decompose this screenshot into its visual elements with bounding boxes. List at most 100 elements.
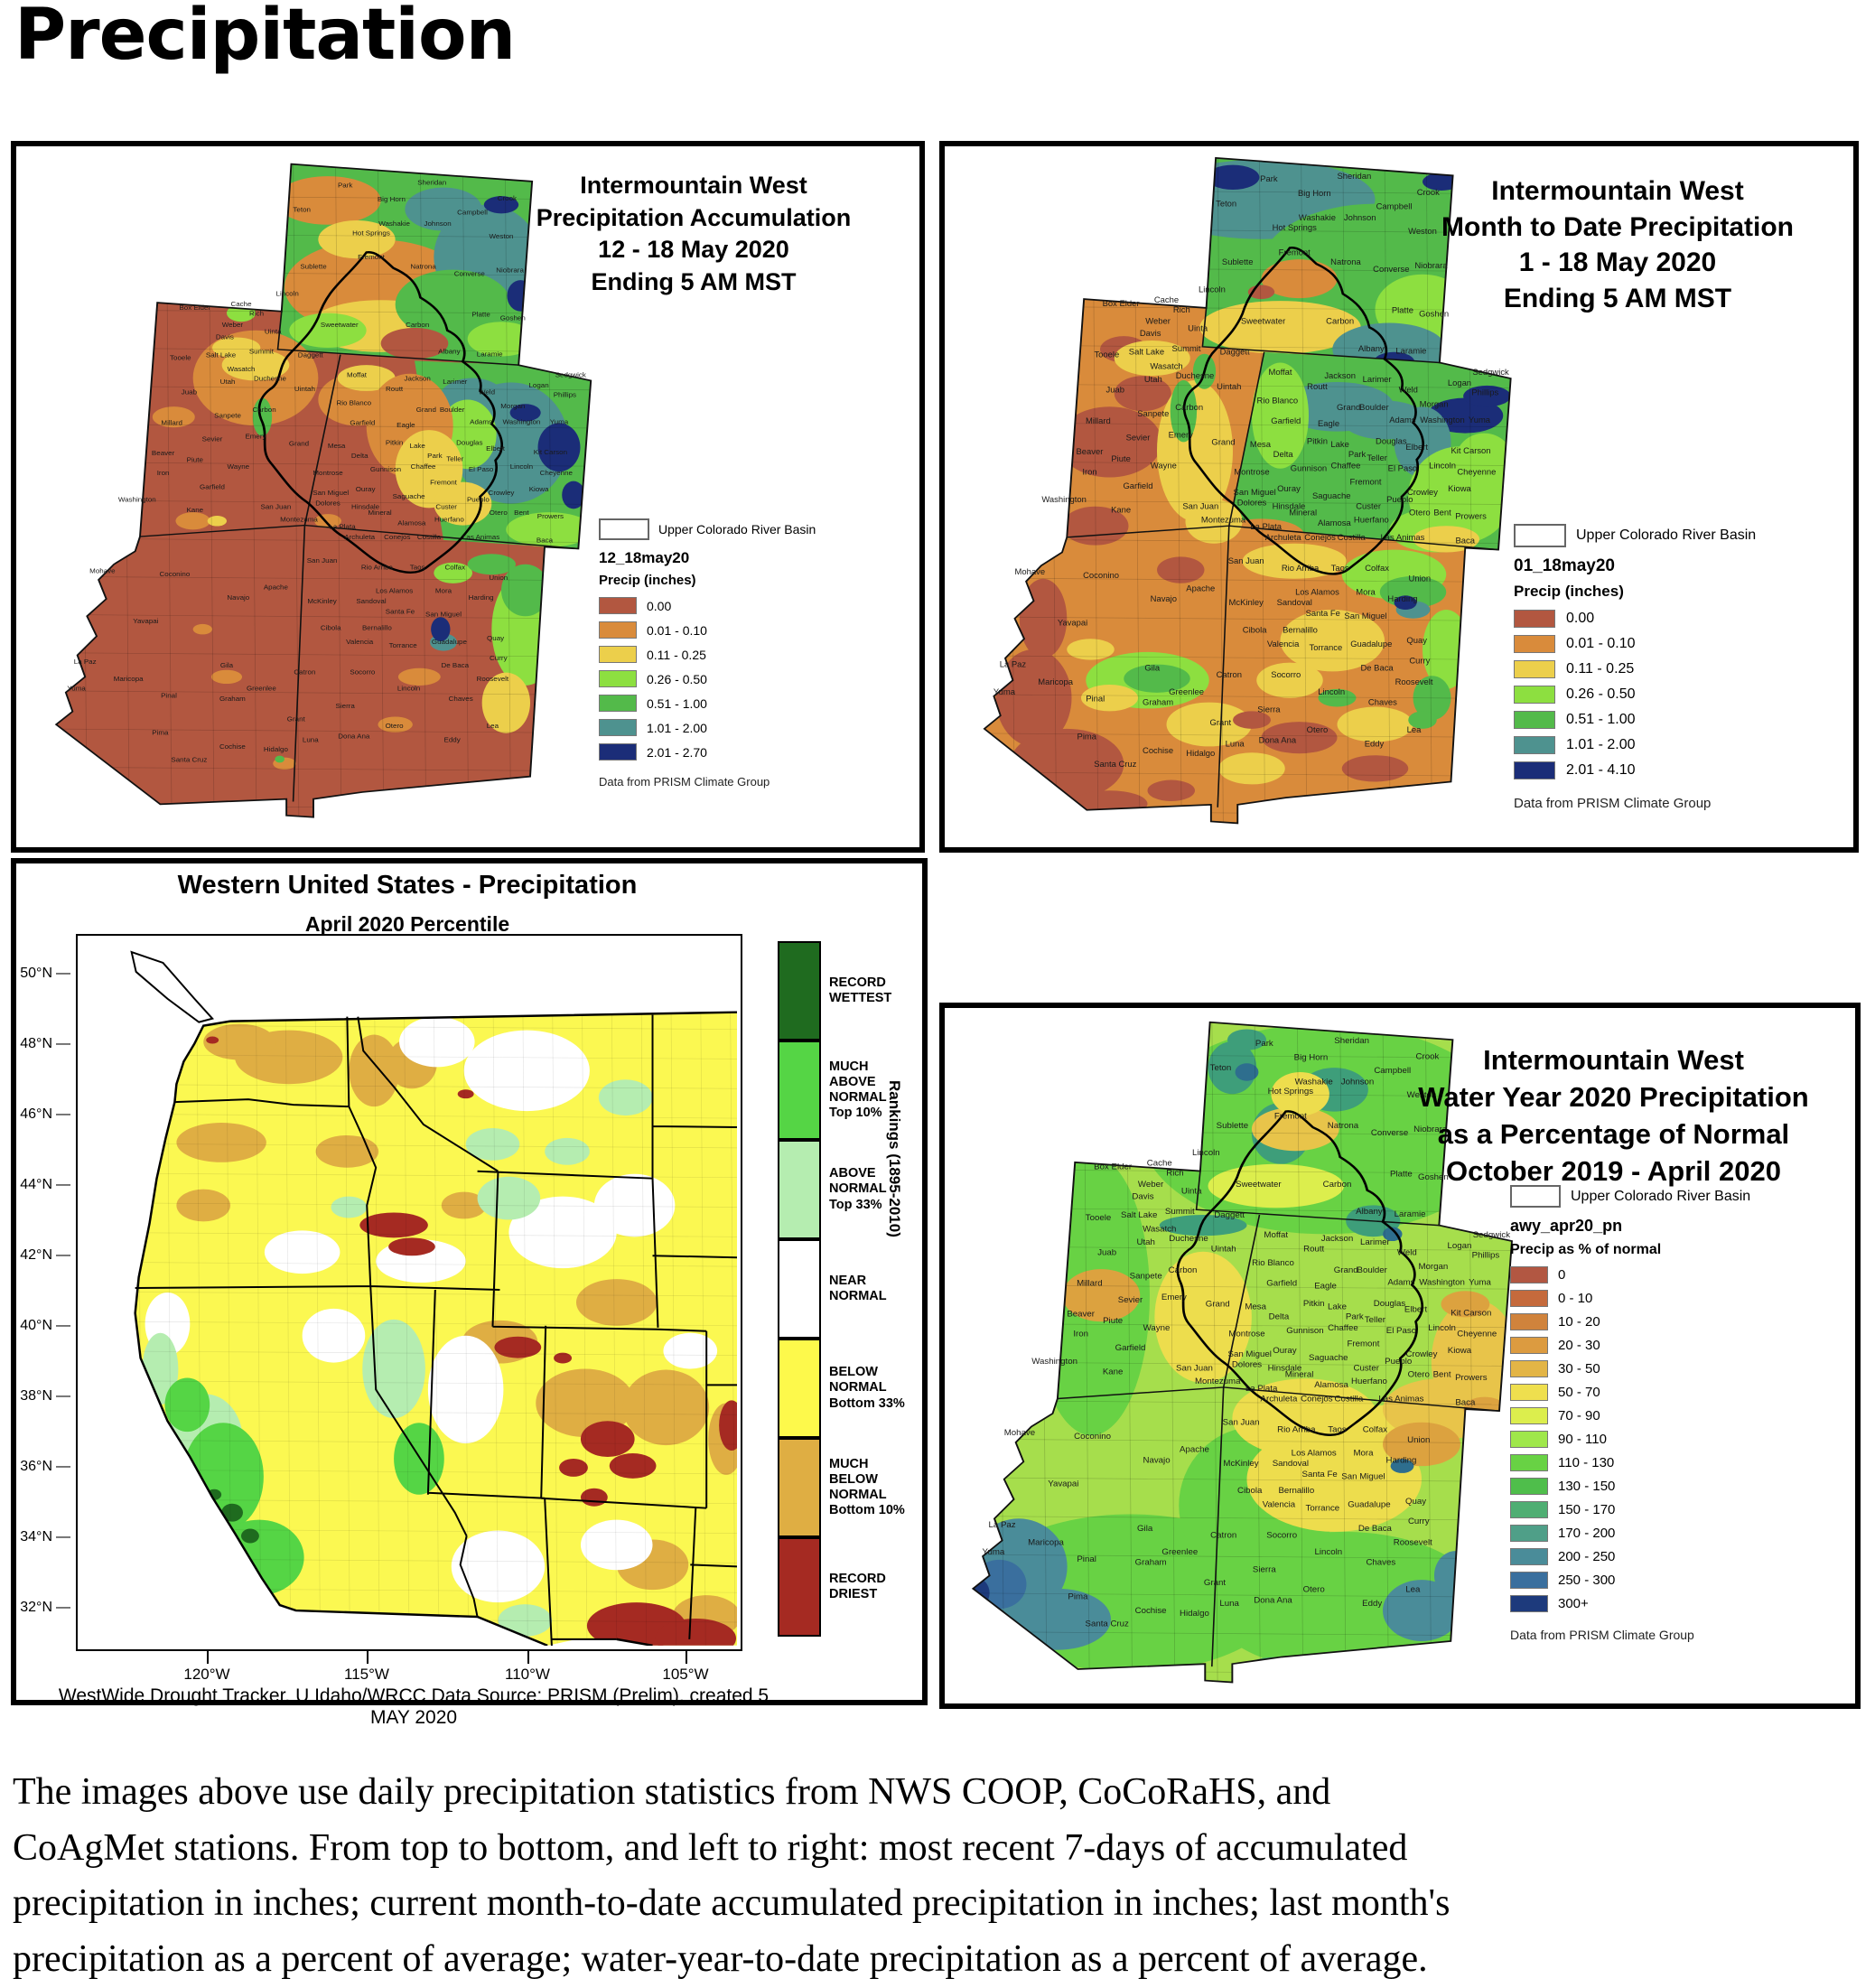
- legend-row: 0.00: [599, 593, 910, 618]
- county-label: Cheyenne: [540, 469, 573, 477]
- map-frame: [76, 934, 742, 1651]
- county-label: Greenlee: [247, 685, 276, 693]
- county-label: Mora: [1353, 1449, 1374, 1457]
- map-western-us: [130, 950, 737, 1646]
- map-title-line: 1 - 18 May 2020: [1518, 247, 1717, 278]
- county-label: Fremont: [1274, 1112, 1307, 1120]
- legend-color-swatch: [1514, 711, 1555, 729]
- county-label: McKinley: [1223, 1460, 1259, 1468]
- county-label: Campbell: [457, 209, 488, 217]
- county-label: Beaver: [152, 449, 175, 457]
- legend-range-label: 110 - 130: [1558, 1454, 1615, 1470]
- legend-color-swatch: [1510, 1383, 1548, 1401]
- county-label: Logan: [528, 381, 548, 389]
- county-label: Salt Lake: [1129, 348, 1164, 357]
- legend-color-swatch: [1514, 761, 1555, 779]
- county-label: Park: [427, 452, 443, 460]
- county-label: Otero: [1408, 1370, 1430, 1378]
- county-label: Sierra: [1257, 705, 1281, 714]
- lon-label: 120°W: [183, 1666, 230, 1683]
- county-label: Alamosa: [1314, 1380, 1349, 1388]
- county-label: Rio Blanco: [1252, 1259, 1294, 1267]
- county-labels: Park Sheridan Crook Teton Big Horn Campbell Wa…: [67, 179, 586, 763]
- county-label: Yuma: [983, 1547, 1006, 1555]
- county-label: Converse: [454, 270, 485, 278]
- county-label: Saguache: [393, 492, 425, 500]
- county-label: Adams: [1389, 415, 1416, 425]
- legend-row: 20 - 30: [1510, 1333, 1844, 1357]
- county-label: Teller: [1367, 453, 1387, 462]
- county-label: Colfax: [444, 564, 465, 572]
- county-label: Park: [1346, 1312, 1364, 1321]
- county-label: Pima: [152, 729, 169, 737]
- county-label: Cibola: [321, 624, 341, 632]
- map-legend: Upper Colorado River Basin awy_apr20_pn …: [1510, 1185, 1844, 1642]
- county-label: Santa Cruz: [1094, 760, 1137, 769]
- county-label: Hinsdale: [1268, 1364, 1302, 1372]
- lat-label: 36°N —: [20, 1459, 70, 1474]
- lat-tick: —: [56, 1177, 70, 1192]
- legend-range-label: 20 - 30: [1558, 1337, 1600, 1353]
- county-label: Rio Blanco: [336, 399, 371, 407]
- county-label: Douglas: [456, 439, 483, 447]
- county-label: Sedgwick: [555, 371, 586, 379]
- county-label: Pinal: [1077, 1554, 1096, 1563]
- county-label: Crowley: [489, 489, 515, 497]
- caption-line: precipitation in inches; current month-t…: [13, 1882, 1451, 1925]
- county-label: Johnson: [424, 219, 451, 228]
- county-label: Montrose: [1228, 1330, 1264, 1338]
- percentile-legend: RECORD WETTEST MUCH ABOVE NORMAL Top 10% A…: [778, 941, 922, 1637]
- lat-tick: —: [56, 966, 70, 981]
- county-label: Colfax: [1365, 564, 1389, 573]
- county-label: Las Animas: [1381, 533, 1425, 542]
- caption-line: The images above use daily precipitation…: [13, 1771, 1331, 1813]
- county-label: Wayne: [1151, 462, 1177, 471]
- county-label: Socorro: [350, 668, 375, 677]
- map-title-line: Precipitation Accumulation: [536, 203, 852, 231]
- county-label: Taos: [410, 564, 425, 572]
- page-caption: The images above use daily precipitation…: [13, 1765, 1548, 1988]
- legend-color-swatch: [1514, 635, 1555, 653]
- county-label: Santa Fe: [1302, 1470, 1338, 1478]
- county-label: Maricopa: [1038, 677, 1074, 686]
- lon-tick: [686, 1651, 687, 1664]
- map-intermountain-mtd: Park Sheridan Crook Teton Big Horn Campbell Wa…: [983, 156, 1512, 825]
- legend-color-swatch: [1510, 1336, 1548, 1354]
- county-label: Washington: [502, 418, 540, 426]
- county-label: Luna: [1219, 1600, 1239, 1608]
- county-label: Piute: [1111, 454, 1131, 463]
- county-label: Weber: [1138, 1180, 1163, 1188]
- county-label: Guadalupe: [1348, 1500, 1390, 1508]
- county-label: Box Elder: [1094, 1162, 1132, 1171]
- upper-colorado-basin-outline: [1176, 1110, 1424, 1436]
- legend-range-label: 50 - 70: [1558, 1384, 1600, 1400]
- county-label: Morgan: [1420, 400, 1449, 409]
- percentile-color-swatch: [778, 1438, 821, 1537]
- county-label: Torrance: [1310, 643, 1343, 652]
- legend-row: 1.01 - 2.00: [1514, 733, 1839, 758]
- county-label: Boulder: [440, 406, 465, 414]
- county-label: Grand: [289, 440, 309, 448]
- county-label: Sevier: [1118, 1295, 1143, 1303]
- county-label: Taos: [1328, 1425, 1347, 1433]
- county-label: Navajo: [1143, 1456, 1170, 1464]
- legend-range-label: 10 - 20: [1558, 1313, 1600, 1330]
- upper-colorado-basin-outline: [257, 251, 504, 574]
- county-label: Guadalupe: [432, 638, 467, 646]
- legend-range-label: 0: [1558, 1266, 1566, 1283]
- legend-range-label: 0.01 - 0.10: [1566, 636, 1636, 651]
- county-label: Larimer: [1363, 375, 1392, 384]
- county-label: Carbon: [1326, 317, 1354, 326]
- county-label: Pueblo: [1385, 1357, 1412, 1365]
- county-label: Sheridan: [417, 179, 446, 187]
- county-label: Kiowa: [529, 486, 550, 494]
- county-label: Rio Arriba: [1277, 1425, 1316, 1433]
- legend-items: 0.00 0.01 - 0.10 0.11 - 0.25 0.26 - 0.50 0.5…: [599, 593, 910, 764]
- county-label: Morgan: [500, 402, 525, 410]
- basin-label: Upper Colorado River Basin: [1571, 1188, 1751, 1204]
- county-label: Lincoln: [1199, 285, 1226, 294]
- county-label: Gunnison: [370, 465, 401, 473]
- county-label: Sanpete: [214, 412, 241, 420]
- county-label: Rio Arriba: [1282, 564, 1320, 573]
- county-label: Grand: [1211, 438, 1235, 447]
